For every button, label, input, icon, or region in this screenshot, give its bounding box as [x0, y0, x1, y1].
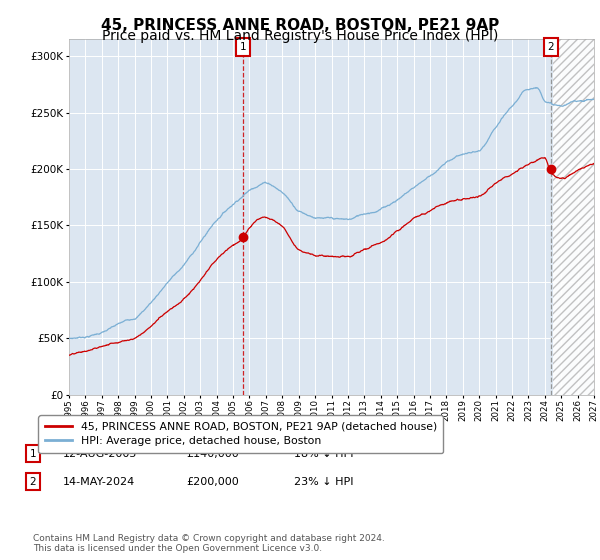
Text: Price paid vs. HM Land Registry's House Price Index (HPI): Price paid vs. HM Land Registry's House … — [102, 29, 498, 43]
Text: 14-MAY-2024: 14-MAY-2024 — [63, 477, 135, 487]
Text: 18% ↓ HPI: 18% ↓ HPI — [294, 449, 353, 459]
Text: Contains HM Land Registry data © Crown copyright and database right 2024.
This d: Contains HM Land Registry data © Crown c… — [33, 534, 385, 553]
Text: 23% ↓ HPI: 23% ↓ HPI — [294, 477, 353, 487]
Text: £140,000: £140,000 — [186, 449, 239, 459]
Text: 12-AUG-2005: 12-AUG-2005 — [63, 449, 137, 459]
Text: 2: 2 — [29, 477, 37, 487]
Text: 2: 2 — [548, 42, 554, 52]
Text: 1: 1 — [240, 42, 247, 52]
Text: 45, PRINCESS ANNE ROAD, BOSTON, PE21 9AP: 45, PRINCESS ANNE ROAD, BOSTON, PE21 9AP — [101, 18, 499, 33]
Text: £200,000: £200,000 — [186, 477, 239, 487]
Text: 1: 1 — [29, 449, 37, 459]
Legend: 45, PRINCESS ANNE ROAD, BOSTON, PE21 9AP (detached house), HPI: Average price, d: 45, PRINCESS ANNE ROAD, BOSTON, PE21 9AP… — [38, 416, 443, 452]
